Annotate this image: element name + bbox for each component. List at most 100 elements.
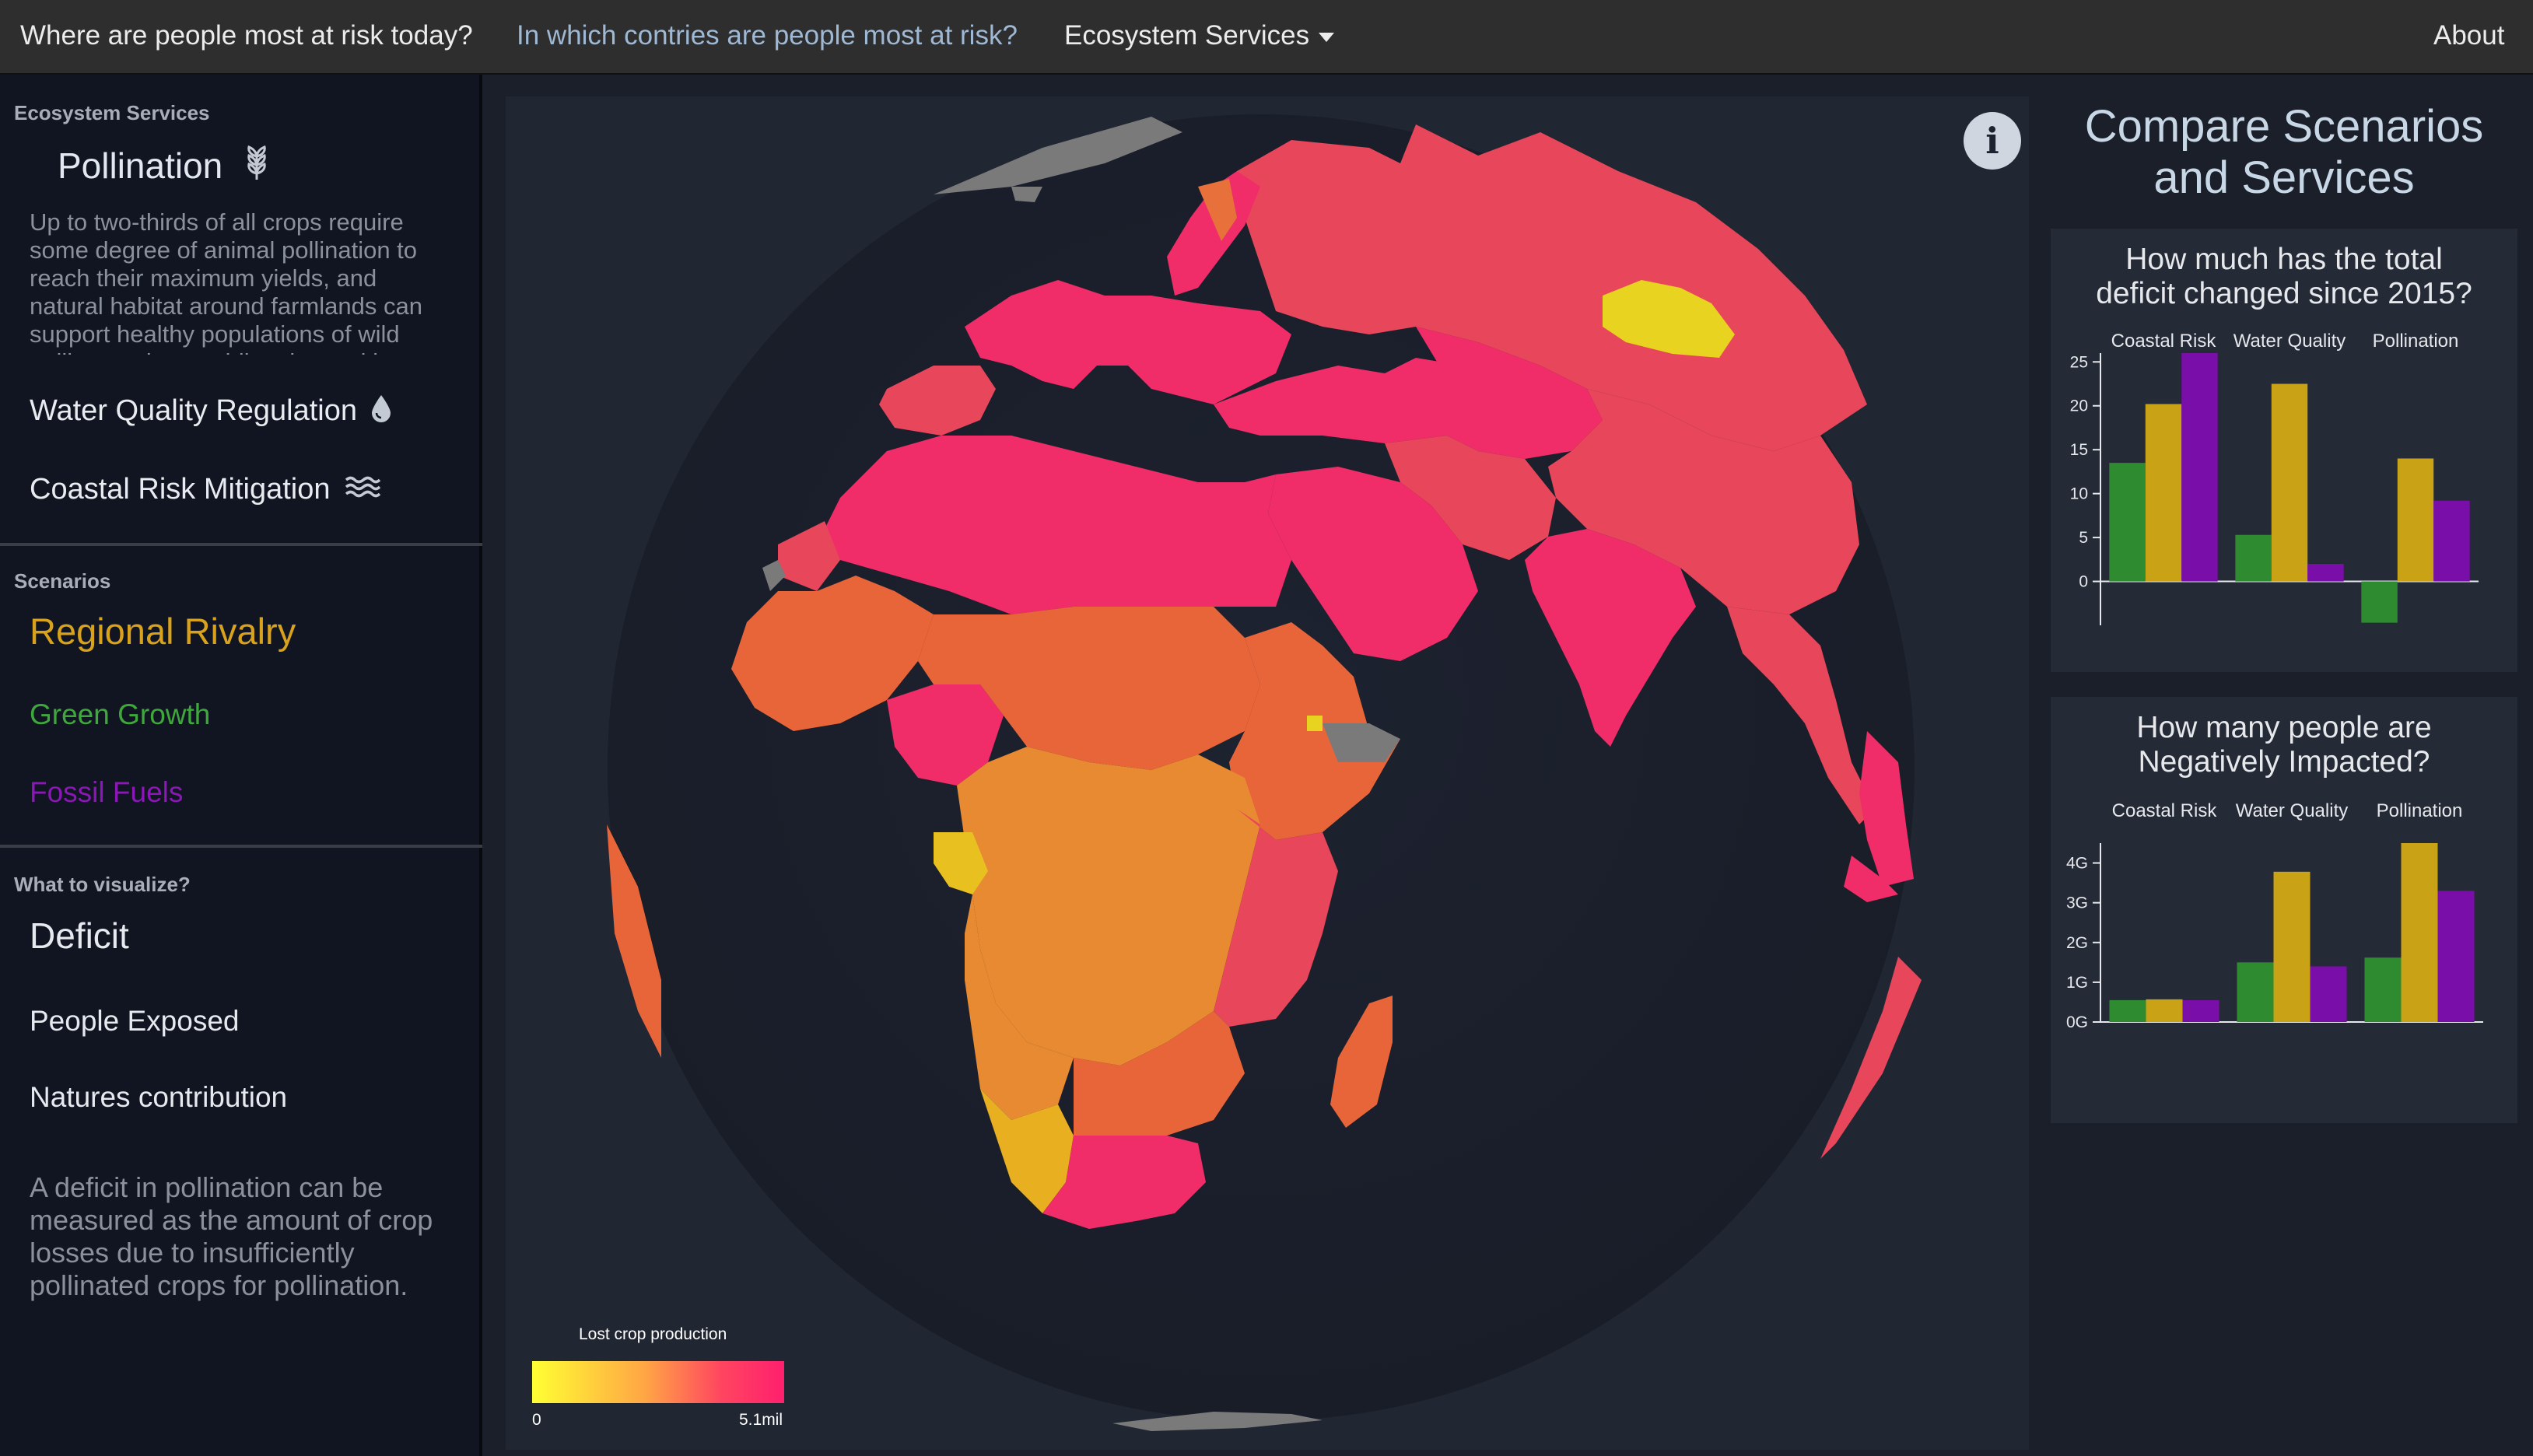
scenarios-heading: Scenarios	[14, 569, 111, 593]
country-mozambique[interactable]	[1074, 1011, 1245, 1136]
legend-gradient-bar	[532, 1361, 784, 1403]
bar	[2235, 534, 2272, 582]
region-antarctica[interactable]	[1112, 1412, 1323, 1431]
bar	[2364, 957, 2402, 1022]
y-tick-label: 10	[2070, 485, 2088, 503]
y-tick-label: 25	[2070, 353, 2088, 371]
country-saudi-arabia[interactable]	[1268, 467, 1478, 661]
country-russia[interactable]	[1237, 124, 1867, 451]
country-nigeria[interactable]	[887, 684, 1004, 786]
chart-title: How much has the total deficit changed s…	[2051, 243, 2517, 311]
country-western-sahara[interactable]	[762, 560, 786, 591]
nav-ecosystem-services-dropdown[interactable]: Ecosystem Services	[1064, 0, 1335, 75]
country-indonesia[interactable]	[1844, 856, 1898, 902]
country-morocco[interactable]	[778, 521, 840, 591]
country-iceland[interactable]	[1011, 187, 1042, 202]
country-finland[interactable]	[1198, 179, 1237, 241]
y-tick-label: 1G	[2066, 974, 2088, 992]
region-north-africa[interactable]	[825, 436, 1291, 614]
chart-title-line1: How many people are	[2136, 711, 2432, 744]
country-south-africa[interactable]	[1042, 1136, 1206, 1229]
country-spain[interactable]	[879, 366, 996, 436]
scenario-green-growth[interactable]: Green Growth	[30, 698, 211, 730]
bar	[2433, 500, 2470, 582]
country-china[interactable]	[1548, 389, 1859, 614]
visualize-people-exposed[interactable]: People Exposed	[30, 1005, 240, 1037]
visualize-natures-contribution[interactable]: Natures contribution	[30, 1081, 288, 1113]
country-turkey[interactable]	[1214, 358, 1478, 443]
country-greenland[interactable]	[934, 117, 1182, 194]
compare-title: Compare Scenarios and Services	[2054, 101, 2514, 204]
top-navigation: Where are people most at risk today? In …	[0, 0, 2533, 75]
bar	[2437, 891, 2475, 1022]
y-tick-label: 15	[2070, 441, 2088, 459]
bar	[2271, 383, 2308, 582]
sidebar-divider	[0, 845, 482, 848]
y-tick-label: 0G	[2066, 1013, 2088, 1031]
country-scandinavia[interactable]	[1167, 171, 1260, 296]
bar	[2361, 581, 2398, 623]
chart-title-line2: Negatively Impacted?	[2138, 745, 2430, 779]
country-gabon[interactable]	[934, 832, 988, 894]
nav-ecosystem-services-label: Ecosystem Services	[1064, 20, 1310, 51]
region-central-africa[interactable]	[957, 747, 1260, 1066]
sidebar-divider	[0, 543, 482, 546]
scenario-regional-rivalry[interactable]: Regional Rivalry	[30, 611, 296, 652]
country-madagascar[interactable]	[1330, 996, 1393, 1128]
country-angola[interactable]	[965, 894, 1074, 1120]
country-chad-sudan[interactable]	[918, 607, 1260, 770]
bar	[2145, 404, 2182, 582]
category-label: Pollination	[2377, 800, 2463, 821]
bar	[2109, 999, 2146, 1022]
service-coastal-label: Coastal Risk Mitigation	[30, 473, 331, 506]
country-iran[interactable]	[1385, 436, 1556, 560]
country-india[interactable]	[1525, 529, 1696, 747]
category-label: Coastal Risk	[2112, 800, 2218, 821]
service-pollination-label: Pollination	[58, 145, 223, 186]
country-indonesia-islands[interactable]	[1820, 957, 1922, 1159]
service-water-label: Water Quality Regulation	[30, 394, 358, 427]
bar	[2146, 999, 2183, 1022]
bar	[2109, 463, 2146, 582]
deficit-change-chart: 25 20 15 10 5 0 Coastal Risk Water Quality Polli…	[2070, 331, 2479, 625]
country-philippines[interactable]	[1859, 731, 1914, 887]
nav-risk-today[interactable]: Where are people most at risk today?	[20, 20, 473, 51]
chart-title-line2: deficit changed since 2015?	[2096, 277, 2472, 310]
y-tick-label: 5	[2079, 529, 2088, 547]
region-europe[interactable]	[965, 280, 1291, 404]
caret-down-icon	[1319, 32, 1335, 42]
category-label: Coastal Risk	[2111, 331, 2217, 352]
category-label: Water Quality	[2233, 331, 2346, 352]
country-brazil-edge[interactable]	[607, 824, 661, 1058]
visualize-deficit[interactable]: Deficit	[30, 915, 129, 956]
waves-icon	[345, 476, 381, 498]
service-water-quality[interactable]: Water Quality Regulation	[30, 394, 392, 428]
nav-about[interactable]: About	[2433, 20, 2505, 51]
bar	[2397, 458, 2434, 582]
nav-countries-at-risk[interactable]: In which contries are people most at ris…	[517, 20, 1018, 51]
country-djibouti[interactable]	[1307, 716, 1323, 731]
country-kenya-tanzania[interactable]	[1214, 809, 1338, 1027]
country-somalia[interactable]	[1323, 723, 1400, 762]
bar	[2307, 563, 2344, 582]
service-coastal-risk[interactable]: Coastal Risk Mitigation	[30, 473, 381, 506]
legend-min: 0	[532, 1411, 541, 1429]
visualize-heading: What to visualize?	[14, 873, 191, 896]
region-southeast-asia[interactable]	[1727, 607, 1875, 824]
bar	[2181, 353, 2218, 582]
info-icon[interactable]: i	[1964, 112, 2021, 170]
service-pollination[interactable]: Pollination	[58, 145, 270, 187]
region-west-africa[interactable]	[731, 576, 934, 731]
people-impacted-card: How many people are Negatively Impacted?…	[2051, 697, 2517, 1123]
y-tick-label: 0	[2079, 573, 2088, 591]
chart-title: How many people are Negatively Impacted?	[2051, 711, 2517, 779]
country-mongolia[interactable]	[1603, 280, 1735, 358]
globe-svg[interactable]	[506, 96, 2029, 1450]
country-kazakhstan[interactable]	[1416, 327, 1603, 459]
y-tick-label: 2G	[2066, 934, 2088, 952]
legend-title: Lost crop production	[579, 1325, 727, 1343]
scenario-fossil-fuels[interactable]: Fossil Fuels	[30, 776, 184, 808]
globe-map[interactable]	[506, 96, 2029, 1450]
compare-title-line1: Compare Scenarios	[2084, 101, 2484, 152]
country-namibia[interactable]	[980, 1089, 1074, 1213]
